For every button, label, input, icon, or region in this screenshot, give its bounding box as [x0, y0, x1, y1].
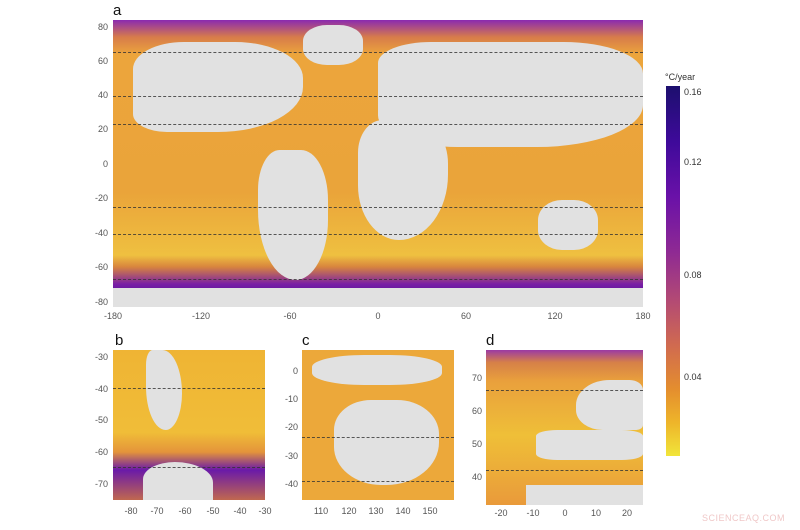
- colorbar-tick: 0.12: [684, 157, 702, 167]
- land-africa: [358, 120, 448, 240]
- ytick: 70: [471, 373, 482, 383]
- land-north-america: [133, 42, 303, 132]
- land-scandinavia: [576, 380, 643, 430]
- xtick: -120: [191, 311, 210, 321]
- xtick: -30: [258, 506, 272, 516]
- xtick: -20: [494, 508, 508, 518]
- xtick: 120: [341, 506, 357, 516]
- xtick: 0: [375, 311, 381, 321]
- map-panel-b: [113, 350, 265, 500]
- ytick: -40: [94, 384, 108, 394]
- xtick: 120: [547, 311, 563, 321]
- xtick: 110: [313, 506, 329, 516]
- xtick: 20: [621, 508, 632, 518]
- xtick: 140: [395, 506, 411, 516]
- xtick: 0: [562, 508, 568, 518]
- land-europe: [536, 430, 643, 460]
- ytick: -20: [94, 193, 108, 203]
- panel-label-a: a: [113, 2, 122, 19]
- ytick: 60: [471, 406, 482, 416]
- land-south-america: [146, 350, 182, 430]
- map-panel-c: [302, 350, 454, 500]
- ytick: 50: [471, 439, 482, 449]
- xtick: -80: [124, 506, 138, 516]
- map-panel-a: [113, 20, 643, 307]
- xtick: -180: [103, 311, 122, 321]
- ytick: -50: [94, 415, 108, 425]
- ytick: -30: [94, 352, 108, 362]
- colorbar-tick: 0.04: [684, 372, 702, 382]
- ytick: -60: [94, 447, 108, 457]
- land-greenland: [303, 25, 363, 65]
- xtick: 180: [635, 311, 651, 321]
- xtick: -40: [233, 506, 247, 516]
- map-panel-d: [486, 350, 643, 505]
- ytick: 20: [97, 124, 108, 134]
- ytick: -70: [94, 479, 108, 489]
- ytick: 0: [102, 159, 108, 169]
- ytick: 40: [471, 472, 482, 482]
- xtick: -60: [178, 506, 192, 516]
- land-australia: [538, 200, 598, 250]
- ytick: 60: [97, 56, 108, 66]
- xtick: -70: [150, 506, 164, 516]
- xtick: -50: [206, 506, 220, 516]
- xtick: 130: [368, 506, 384, 516]
- colorbar: [666, 86, 680, 456]
- xtick: 10: [590, 508, 601, 518]
- land-indonesia: [312, 355, 442, 385]
- land-antarctic-peninsula: [143, 462, 213, 500]
- ytick: 40: [97, 90, 108, 100]
- ytick: 80: [97, 22, 108, 32]
- colorbar-tick: 0.16: [684, 87, 702, 97]
- ytick: -80: [94, 297, 108, 307]
- land-south-america: [258, 150, 328, 280]
- xtick: 60: [460, 311, 471, 321]
- ytick: 0: [292, 366, 298, 376]
- ytick: -20: [284, 422, 298, 432]
- xtick: -60: [283, 311, 297, 321]
- xtick: -10: [526, 508, 540, 518]
- watermark: SCIENCEAQ.COM: [702, 513, 786, 523]
- land-australia: [334, 400, 439, 485]
- panel-label-c: c: [302, 332, 310, 349]
- panel-label-d: d: [486, 332, 495, 349]
- colorbar-title: °C/year: [665, 72, 696, 82]
- panel-label-b: b: [115, 332, 124, 349]
- ytick: -40: [284, 479, 298, 489]
- ytick: -60: [94, 262, 108, 272]
- ytick: -30: [284, 451, 298, 461]
- land-africa: [526, 485, 643, 505]
- ytick: -10: [284, 394, 298, 404]
- colorbar-tick: 0.08: [684, 270, 702, 280]
- xtick: 150: [422, 506, 438, 516]
- land-antarctica: [113, 288, 643, 307]
- ytick: -40: [94, 228, 108, 238]
